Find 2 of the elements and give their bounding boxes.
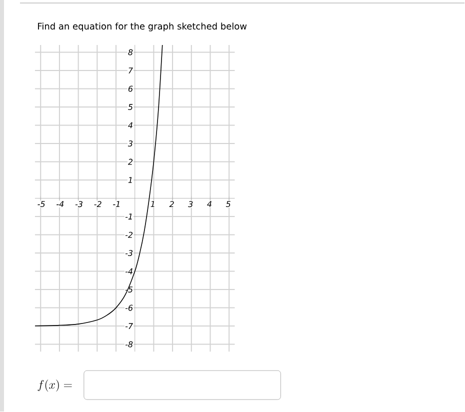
text: $f(x) =$: [38, 380, 72, 392]
chart-title: Find an equation for the graph sketched below: [38, 22, 247, 32]
